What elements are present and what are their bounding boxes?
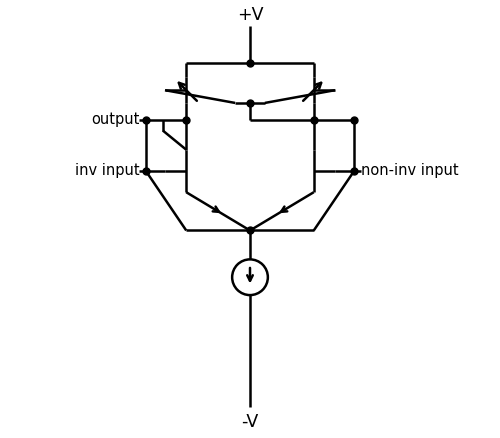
Text: -V: -V xyxy=(242,413,258,431)
Text: output: output xyxy=(91,113,140,127)
Text: inv input: inv input xyxy=(75,163,140,178)
Text: +V: +V xyxy=(237,6,263,24)
Text: non-inv input: non-inv input xyxy=(360,163,458,178)
